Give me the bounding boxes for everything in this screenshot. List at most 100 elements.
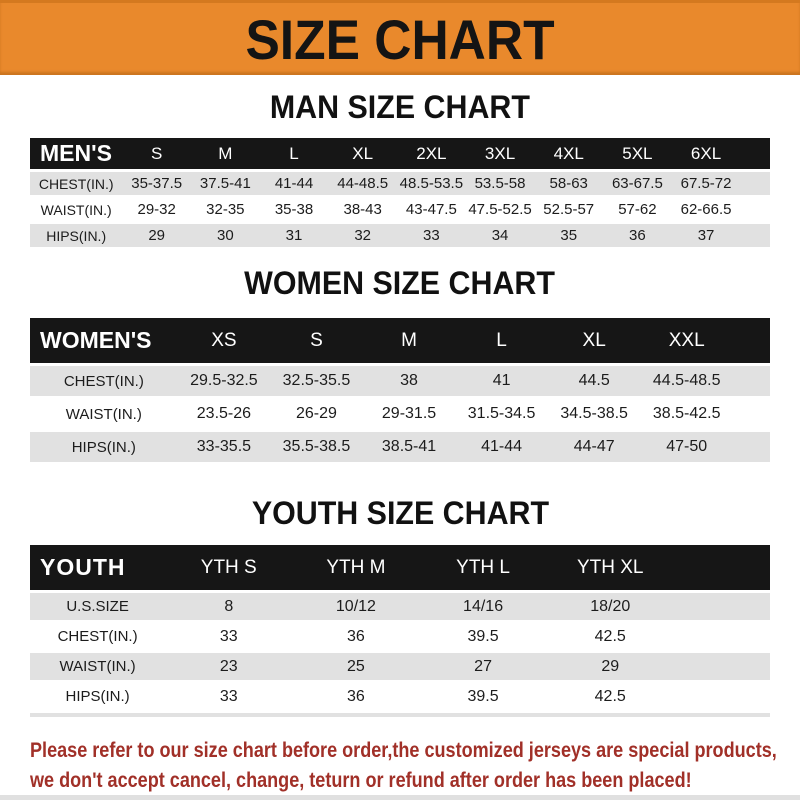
table-row: HIPS(IN.) 33-35.5 35.5-38.5 38.5-41 41-4…	[30, 432, 770, 462]
disclaimer-line-1: Please refer to our size chart before or…	[30, 739, 777, 762]
size-cell: 67.5-72	[680, 175, 732, 192]
size-cell: 29	[148, 227, 166, 244]
size-column-header: M	[401, 329, 417, 351]
row-label: WAIST(IN.)	[65, 405, 142, 423]
size-column-header: 3XL	[484, 143, 516, 163]
size-cell: 44-47	[573, 438, 615, 455]
table-row: WAIST(IN.) 29-32 32-35 35-38 38-43 43-47…	[30, 198, 770, 221]
size-cell: 34.5-38.5	[560, 405, 628, 422]
men-size-table: MEN'S S M L XL 2XL 3XL 4XL 5XL 6XL CHEST…	[30, 138, 770, 247]
men-section-heading-text: MAN SIZE CHART	[269, 89, 531, 125]
size-cell: 14/16	[463, 597, 504, 615]
women-section-heading-text: WOMEN SIZE CHART	[244, 265, 556, 301]
table-row: CHEST(IN.) 33 36 39.5 42.5	[30, 623, 770, 650]
table-row: U.S.SIZE 8 10/12 14/16 18/20	[30, 593, 770, 620]
table-row: CHEST(IN.) 29.5-32.5 32.5-35.5 38 41 44.…	[30, 366, 770, 396]
disclaimer-note: Please refer to our size chart before or…	[30, 736, 800, 796]
size-cell: 41	[492, 372, 511, 389]
size-cell: 35.5-38.5	[282, 438, 351, 455]
size-cell: 42.5	[594, 627, 626, 645]
size-cell: 29-32	[137, 201, 176, 218]
size-cell: 57-62	[618, 201, 657, 218]
table-bottom-edge	[30, 713, 770, 717]
size-cell: 10/12	[335, 597, 376, 615]
size-cell: 36	[629, 227, 646, 244]
youth-table-header: YOUTH YTH S YTH M YTH L YTH XL	[30, 545, 770, 590]
size-cell: 39.5	[467, 627, 499, 645]
size-column-header: XXL	[668, 329, 705, 351]
size-cell: 29	[601, 657, 620, 675]
size-cell: 38-43	[343, 201, 382, 218]
size-chart-banner: SIZE CHART	[0, 0, 800, 75]
size-cell: 44.5	[578, 372, 610, 389]
size-cell: 8	[224, 597, 234, 615]
table-row: HIPS(IN.) 29 30 31 32 33 34 35 36 37	[30, 224, 770, 247]
size-cell: 31.5-34.5	[467, 405, 536, 422]
size-cell: 33-35.5	[196, 438, 252, 455]
size-cell: 23	[219, 657, 238, 675]
size-cell: 38	[400, 372, 418, 389]
women-section-heading: WOMEN SIZE CHART	[0, 265, 800, 301]
size-cell: 47-50	[666, 438, 708, 455]
women-size-table: WOMEN'S XS S M L XL XXL CHEST(IN.) 29.5-…	[30, 318, 770, 462]
row-label: WAIST(IN.)	[40, 201, 112, 218]
page-bottom-edge	[0, 795, 800, 800]
size-cell: 32	[354, 227, 372, 244]
size-cell: 38.5-41	[381, 438, 437, 455]
size-column-header: 6XL	[690, 143, 722, 163]
size-column-header: 2XL	[416, 143, 447, 163]
size-cell: 35	[560, 227, 578, 244]
women-corner-label: WOMEN'S	[40, 327, 152, 353]
size-cell: 29.5-32.5	[190, 372, 258, 389]
men-corner-label: MEN'S	[40, 140, 112, 166]
size-column-header: XL	[352, 143, 374, 163]
size-cell: 58-63	[549, 175, 588, 192]
men-section-heading: MAN SIZE CHART	[0, 89, 800, 125]
row-label: WAIST(IN.)	[59, 658, 136, 675]
row-label: CHEST(IN.)	[57, 628, 138, 645]
size-cell: 37	[697, 227, 715, 244]
row-label: U.S.SIZE	[66, 598, 129, 615]
size-column-header: YTH L	[456, 556, 510, 578]
page-title: SIZE CHART	[245, 7, 555, 71]
size-cell: 26-29	[296, 405, 337, 422]
row-label: HIPS(IN.)	[65, 688, 130, 705]
size-cell: 32-35	[206, 201, 245, 218]
size-cell: 37.5-41	[199, 175, 251, 192]
size-cell: 41-44	[481, 438, 523, 455]
size-column-header: 4XL	[553, 143, 584, 163]
size-cell: 52.5-57	[543, 201, 595, 218]
youth-corner-label: YOUTH	[40, 554, 126, 580]
size-column-header: M	[218, 143, 233, 163]
row-label: CHEST(IN.)	[38, 175, 114, 192]
size-cell: 18/20	[590, 597, 631, 615]
youth-section-heading-text: YOUTH SIZE CHART	[251, 495, 549, 531]
size-cell: 63-67.5	[611, 175, 663, 192]
row-label: CHEST(IN.)	[63, 372, 144, 390]
size-cell: 32.5-35.5	[282, 372, 351, 389]
size-cell: 43-47.5	[405, 201, 457, 218]
size-cell: 27	[474, 657, 492, 675]
size-cell: 41-44	[274, 175, 314, 192]
size-cell: 39.5	[467, 687, 499, 705]
size-column-header: L	[289, 143, 299, 163]
size-column-header: XS	[211, 329, 237, 351]
size-cell: 29-31.5	[381, 405, 437, 422]
size-cell: 33	[423, 227, 440, 244]
size-cell: 48.5-53.5	[399, 175, 464, 192]
women-table-header: WOMEN'S XS S M L XL XXL	[30, 318, 770, 363]
size-cell: 44.5-48.5	[652, 372, 721, 389]
size-cell: 33	[219, 687, 238, 705]
table-row: WAIST(IN.) 23 25 27 29	[30, 653, 770, 680]
table-row: CHEST(IN.) 35-37.5 37.5-41 41-44 44-48.5…	[30, 172, 770, 195]
size-column-header: XL	[582, 329, 606, 351]
table-row: WAIST(IN.) 23.5-26 26-29 29-31.5 31.5-34…	[30, 399, 770, 429]
size-column-header: S	[310, 329, 323, 351]
youth-size-table: YOUTH YTH S YTH M YTH L YTH XL U.S.SIZE …	[30, 545, 770, 717]
size-cell: 44-48.5	[337, 175, 389, 192]
row-label: HIPS(IN.)	[46, 227, 107, 244]
size-cell: 31	[285, 227, 303, 244]
size-cell: 33	[219, 627, 238, 645]
size-cell: 42.5	[594, 687, 626, 705]
